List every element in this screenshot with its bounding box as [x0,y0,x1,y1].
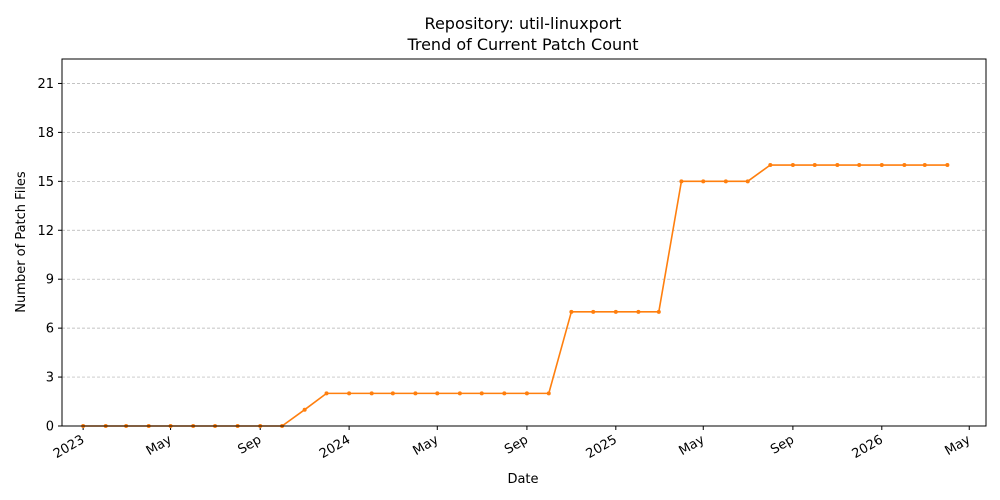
data-point [502,391,507,396]
data-point [324,391,329,396]
y-tick-label: 0 [46,420,54,435]
data-point [591,309,596,314]
data-point [857,163,862,168]
data-point [347,391,352,396]
y-tick-label: 21 [37,77,54,92]
y-tick-label: 15 [37,175,54,190]
data-point [745,179,750,184]
data-point [945,163,950,168]
chart-title: Repository: util-linuxport [425,14,622,33]
data-point [435,391,440,396]
data-point [723,179,728,184]
y-tick-label: 9 [46,273,54,288]
data-point [457,391,462,396]
data-point [656,309,661,314]
data-point [413,391,418,396]
data-point [701,179,706,184]
y-axis-label: Number of Patch Files [14,171,29,313]
data-point [879,163,884,168]
data-point [922,163,927,168]
plot-frame [61,58,987,427]
y-tick-label: 3 [46,371,54,386]
data-point [812,163,817,168]
data-point [835,163,840,168]
data-point [302,407,307,412]
data-point [569,309,574,314]
data-point [524,391,529,396]
data-point [479,391,484,396]
data-point [790,163,795,168]
y-tick-label: 18 [37,126,54,141]
data-point [679,179,684,184]
y-tick-label: 12 [37,224,54,239]
data-point [369,391,374,396]
gridlines [62,83,986,378]
data-point [636,309,641,314]
data-point [613,309,618,314]
data-point [546,391,551,396]
data-point [390,391,395,396]
y-axis-ticks: 0 3 6 9 12 15 18 21 [37,77,62,435]
data-point [902,163,907,168]
x-axis-label: Date [507,472,538,487]
chart-subtitle: Trend of Current Patch Count [406,35,638,54]
y-tick-label: 6 [46,322,54,337]
data-point [768,163,773,168]
